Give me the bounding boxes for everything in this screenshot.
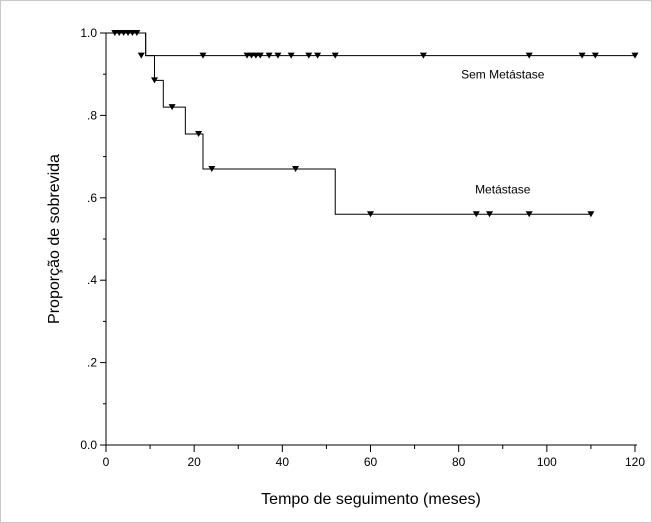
sem-metastase-censor-marker [199,52,207,59]
sem-metastase-censor-marker [305,52,313,59]
sem-metastase-censor-marker [120,30,128,36]
x-tick-label: 40 [276,455,290,469]
metastase-censor-marker [587,211,595,218]
x-tick-label: 60 [364,455,378,469]
sem-metastase-censor-marker [115,30,123,36]
x-tick-label: 120 [625,455,645,469]
sem-metastase-censor-marker [331,52,339,59]
metastase-censor-marker [208,165,216,172]
metastase-label: Metástase [475,183,531,197]
x-axis-title: Tempo de seguimento (meses) [261,491,481,508]
y-axis-title: Proporção de sobrevida [46,154,63,324]
x-tick-label: 0 [103,455,110,469]
y-tick-label: .6 [87,191,97,205]
sem-metastase-curve [106,32,635,57]
metastase-censor-marker [150,77,158,84]
sem-metastase-censor-marker [265,52,273,59]
metastase-censor-marker [168,104,176,111]
sem-metastase-label: Sem Metástase [461,67,545,81]
sem-metastase-censor-marker [287,52,295,59]
sem-metastase-censor-marker [243,52,251,59]
series-labels: Sem Metástase Metástase [461,67,545,196]
sem-metastase-censor-marker [419,52,427,59]
metastase-curve [106,32,591,215]
metastase-censor-marker [486,211,494,218]
y-tick-label: .8 [87,108,97,122]
sem-metastase-censor-marker [578,52,586,59]
sem-metastase-censor-marker [247,52,255,59]
sem-metastase-censor-marker [128,30,136,36]
y-tick-label: .4 [87,273,97,287]
y-tick-label: .2 [87,356,97,370]
sem-metastase-censor-marker [133,30,141,36]
sem-metastase-censor-marker [314,52,322,59]
sem-metastase-censor-marker [631,52,639,59]
sem-metastase-censor-marker [124,30,132,36]
sem-metastase-censor-marker [274,52,282,59]
sem-metastase-censor-marker [525,52,533,59]
metastase-censor-marker [525,211,533,218]
axes [105,33,637,446]
x-tick-label: 80 [452,455,466,469]
y-tick-label: 0.0 [80,438,97,452]
sem-metastase-censor-marker [591,52,599,59]
metastase-censor-marker [292,165,300,172]
x-tick-label: 20 [187,455,201,469]
sem-metastase-censor-marker [252,52,260,59]
sem-metastase-censor-marker [137,52,145,59]
sem-metastase-censor-marker [111,30,119,36]
y-ticks: 0.0 .2 .4 .6 .8 1.0 [80,26,106,452]
metastase-censor-marker [195,130,203,137]
censor-markers [111,30,639,218]
sem-metastase-censor-marker [256,52,264,59]
survival-curves [106,32,635,215]
x-ticks: 0 20 40 60 80 100 120 [103,445,645,469]
y-tick-label: 1.0 [80,26,97,40]
x-tick-label: 100 [537,455,557,469]
metastase-censor-marker [367,211,374,218]
metastase-censor-marker [472,211,480,218]
